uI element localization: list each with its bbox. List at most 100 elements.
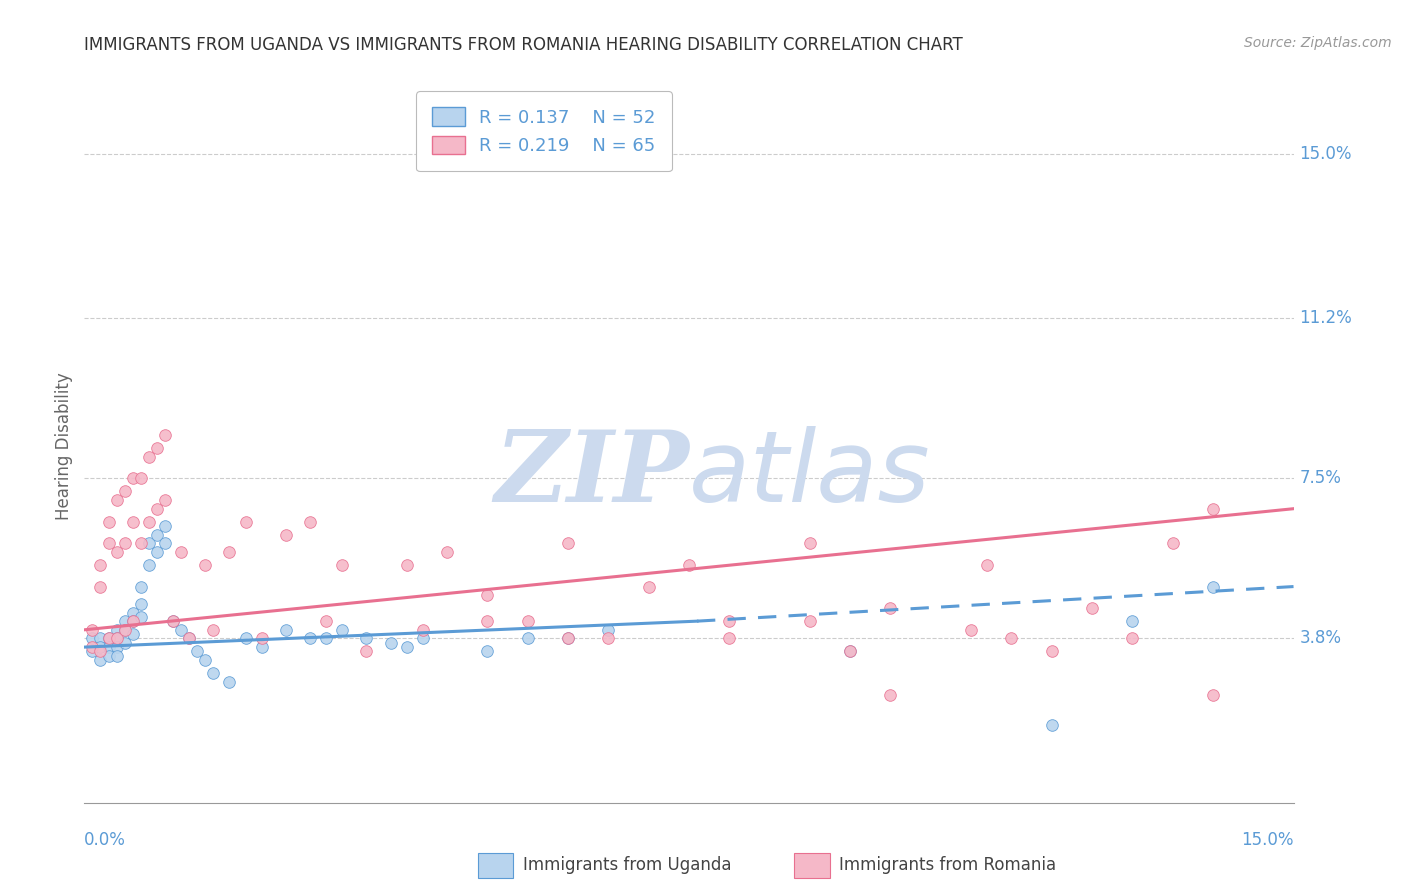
Point xyxy=(170,623,193,637)
Point xyxy=(839,644,862,658)
Point xyxy=(105,632,128,646)
Point xyxy=(598,623,620,637)
Point xyxy=(121,606,143,620)
Point xyxy=(250,632,273,646)
Point xyxy=(1202,688,1225,702)
Point xyxy=(153,536,176,550)
Point xyxy=(114,623,136,637)
Point xyxy=(138,515,160,529)
Point xyxy=(153,428,176,442)
Point xyxy=(194,653,217,667)
Point xyxy=(114,614,136,628)
Point xyxy=(97,632,120,646)
Point xyxy=(330,558,353,572)
Point xyxy=(105,648,128,663)
Text: 7.5%: 7.5% xyxy=(1299,469,1341,487)
Point xyxy=(477,614,499,628)
Point xyxy=(82,632,104,646)
Point xyxy=(380,636,402,650)
Point xyxy=(89,558,111,572)
Point xyxy=(105,623,128,637)
Point xyxy=(976,558,998,572)
Point xyxy=(105,545,128,559)
Point xyxy=(89,632,111,646)
Point xyxy=(516,614,538,628)
Point xyxy=(839,644,862,658)
Point xyxy=(1040,718,1063,732)
Point xyxy=(330,623,353,637)
Point xyxy=(82,623,104,637)
Point xyxy=(557,536,579,550)
Text: 3.8%: 3.8% xyxy=(1299,630,1341,648)
Point xyxy=(146,527,169,541)
Point xyxy=(678,558,700,572)
Point xyxy=(162,614,184,628)
Point xyxy=(1121,632,1143,646)
Point xyxy=(82,640,104,654)
Text: Immigrants from Uganda: Immigrants from Uganda xyxy=(523,856,731,874)
Point xyxy=(598,632,620,646)
Point xyxy=(82,644,104,658)
Point xyxy=(718,614,741,628)
Text: 15.0%: 15.0% xyxy=(1241,831,1294,849)
Point xyxy=(138,536,160,550)
Point xyxy=(97,632,120,646)
Point xyxy=(114,623,136,637)
Point xyxy=(146,545,169,559)
Point xyxy=(960,623,983,637)
Point xyxy=(1081,601,1104,615)
Text: 0.0%: 0.0% xyxy=(84,831,127,849)
Point xyxy=(105,632,128,646)
Point xyxy=(121,614,143,628)
Point xyxy=(162,614,184,628)
Point xyxy=(202,666,225,681)
Text: ZIP: ZIP xyxy=(494,426,689,523)
Point xyxy=(235,632,257,646)
Point xyxy=(146,501,169,516)
Point xyxy=(105,493,128,508)
Point xyxy=(274,623,297,637)
Point xyxy=(879,601,901,615)
Point xyxy=(89,580,111,594)
Point xyxy=(138,450,160,464)
Point xyxy=(274,527,297,541)
Point xyxy=(129,536,152,550)
Point xyxy=(718,632,741,646)
Point xyxy=(218,674,240,689)
Point xyxy=(194,558,217,572)
Point xyxy=(235,515,257,529)
Point xyxy=(799,614,821,628)
Text: Immigrants from Romania: Immigrants from Romania xyxy=(839,856,1056,874)
Point xyxy=(153,519,176,533)
Point xyxy=(121,627,143,641)
Point xyxy=(129,580,152,594)
Point xyxy=(129,597,152,611)
Point xyxy=(1202,580,1225,594)
Point xyxy=(89,640,111,654)
Text: Source: ZipAtlas.com: Source: ZipAtlas.com xyxy=(1244,36,1392,50)
Point xyxy=(89,644,111,658)
Point xyxy=(114,536,136,550)
Point xyxy=(114,636,136,650)
Point xyxy=(356,632,378,646)
Point xyxy=(557,632,579,646)
Point xyxy=(170,545,193,559)
Point xyxy=(557,632,579,646)
Point xyxy=(1161,536,1184,550)
Point xyxy=(395,640,418,654)
Point xyxy=(114,484,136,499)
Point xyxy=(97,536,120,550)
Point xyxy=(105,640,128,654)
Y-axis label: Hearing Disability: Hearing Disability xyxy=(55,372,73,520)
Point xyxy=(179,632,201,646)
Legend: R = 0.137    N = 52, R = 0.219    N = 65: R = 0.137 N = 52, R = 0.219 N = 65 xyxy=(416,91,672,171)
Point xyxy=(412,623,434,637)
Point xyxy=(138,558,160,572)
Point xyxy=(186,644,208,658)
Point xyxy=(1000,632,1022,646)
Point xyxy=(179,632,201,646)
Point xyxy=(299,632,322,646)
Point xyxy=(97,515,120,529)
Point xyxy=(202,623,225,637)
Point xyxy=(516,632,538,646)
